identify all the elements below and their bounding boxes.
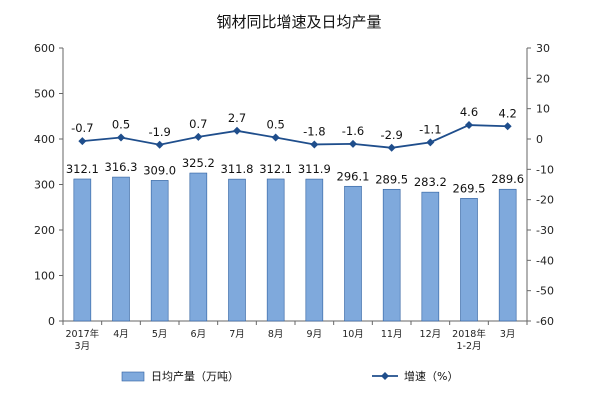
bar-value-label: 269.5	[453, 181, 486, 195]
bar	[189, 172, 208, 322]
x-tick-label: 9月	[307, 329, 323, 340]
axes: 0 100 200 300 400 500 600 -60 -50 -40 -30 -20 -10 0 10…	[34, 42, 554, 328]
line-value-label: -1.1	[419, 122, 441, 136]
bar	[382, 188, 401, 322]
chart-title: 钢材同比增速及日均产量	[216, 13, 381, 31]
line-point	[503, 122, 512, 131]
right-tick-label: 0	[536, 133, 543, 146]
line-value-label: 4.2	[499, 106, 517, 120]
right-tick-label: 20	[536, 72, 550, 85]
bar	[228, 178, 246, 322]
left-tick-label: 300	[34, 179, 55, 192]
growth-line	[82, 124, 508, 149]
right-tick-label: 30	[536, 42, 550, 55]
bar-value-label: 312.1	[66, 162, 99, 176]
legend: 日均产量（万吨） 增速（%）	[121, 369, 458, 383]
right-tick-label: 10	[536, 103, 550, 116]
line-value-label: 0.5	[112, 117, 130, 131]
left-tick-label: 100	[34, 270, 55, 283]
line-point	[78, 137, 87, 146]
bar-value-label: 309.0	[143, 163, 176, 177]
bar	[266, 178, 285, 322]
legend-line-marker	[381, 372, 389, 380]
bar	[460, 198, 478, 322]
bar	[150, 180, 169, 322]
line-value-label: 2.7	[228, 111, 246, 125]
x-tick-label: 8月	[268, 329, 284, 340]
bar-series: 312.1 316.3 309.0 325.2 311.8 312.1 311.9 296.1…	[66, 156, 524, 322]
line-point	[271, 133, 280, 142]
line-point	[387, 143, 396, 152]
bar-value-label: 289.5	[375, 172, 408, 186]
line-point	[155, 140, 164, 149]
x-tick-label: 6月	[191, 329, 207, 340]
line-value-label: -2.9	[380, 128, 402, 142]
left-tick-label: 200	[34, 224, 55, 237]
left-tick-label: 500	[34, 88, 55, 101]
bar	[344, 185, 362, 322]
legend-line-label: 增速（%）	[404, 369, 458, 383]
right-tick-label: -10	[536, 163, 554, 176]
right-tick-label: -30	[536, 224, 554, 237]
left-tick-label: 600	[34, 42, 55, 55]
bar-value-label: 312.1	[259, 162, 292, 176]
line-point	[465, 121, 473, 130]
x-tick-label: 1-2月	[456, 341, 481, 352]
right-tick-label: -40	[536, 254, 554, 267]
line-value-label: -1.8	[303, 124, 325, 138]
bar-value-label: 325.2	[182, 156, 215, 170]
line-value-label: -1.6	[342, 124, 364, 138]
bar	[112, 176, 130, 322]
right-tick-label: -50	[536, 285, 554, 298]
line-point	[117, 133, 125, 142]
x-tick-label: 10月	[342, 329, 364, 340]
x-tick-label: 2017年	[65, 328, 99, 340]
x-tick-label: 3月	[75, 341, 91, 352]
x-tick-label: 11月	[381, 329, 403, 340]
legend-bar-swatch	[121, 371, 145, 382]
bar	[73, 178, 92, 322]
line-value-label: -1.9	[148, 125, 170, 139]
right-tick-label: -20	[536, 194, 554, 207]
right-tick-label: -60	[536, 315, 554, 328]
bar	[305, 178, 324, 322]
line-value-label: 0.7	[189, 117, 207, 131]
line-point	[233, 126, 241, 135]
line-point	[310, 140, 319, 149]
left-tick-label: 0	[48, 315, 55, 328]
x-tick-label: 12月	[420, 329, 442, 340]
line-point	[349, 139, 357, 148]
x-tick-label: 2018年	[452, 328, 486, 340]
bar-value-label: 283.2	[414, 175, 447, 189]
x-tick-label: 7月	[229, 329, 245, 340]
bar	[421, 191, 440, 322]
line-point	[194, 132, 203, 141]
line-value-label: 0.5	[267, 117, 285, 131]
line-point	[426, 138, 435, 147]
x-tick-label: 5月	[152, 329, 168, 340]
line-series: -0.7 0.5 -1.9 0.7 2.7 0.5 -1.8 -1.6 -2.9 -1.1 4.6 4…	[71, 105, 517, 152]
bar-value-label: 289.6	[491, 172, 524, 186]
x-tick-label: 3月	[500, 329, 516, 340]
bar-value-label: 316.3	[105, 160, 138, 174]
bar-value-label: 311.9	[298, 162, 331, 176]
bar	[498, 188, 517, 322]
x-tick-label: 4月	[113, 329, 129, 340]
line-value-label: -0.7	[71, 121, 93, 135]
bar-value-label: 296.1	[337, 169, 370, 183]
line-value-label: 4.6	[460, 105, 478, 119]
bar-value-label: 311.8	[221, 162, 254, 176]
left-tick-label: 400	[34, 133, 55, 146]
legend-bar-label: 日均产量（万吨）	[151, 369, 239, 383]
